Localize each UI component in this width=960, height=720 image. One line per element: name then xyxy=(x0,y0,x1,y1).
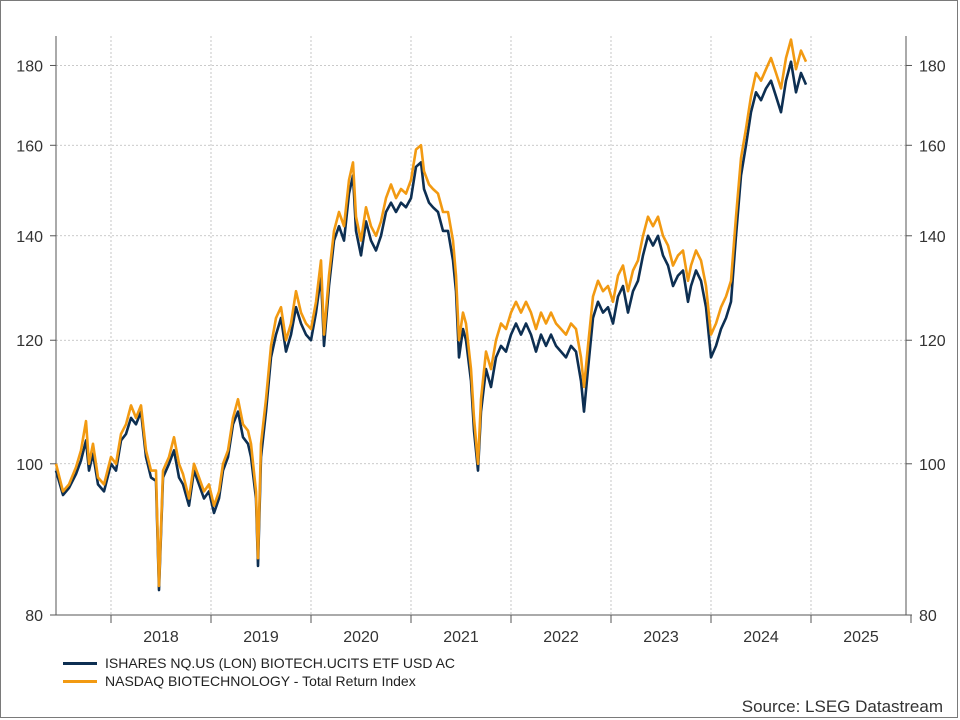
x-tick-labels: 2018 2019 2020 2021 2022 2023 2024 2025 xyxy=(143,629,879,646)
axes xyxy=(50,36,912,623)
y-tick-labels-left: 80 100 120 140 160 180 xyxy=(16,58,43,625)
x-tick-label: 2022 xyxy=(543,629,579,646)
x-tick-label: 2018 xyxy=(143,629,179,646)
x-tick-label: 2020 xyxy=(343,629,379,646)
legend-label-etf: ISHARES NQ.US (LON) BIOTECH.UCITS ETF US… xyxy=(105,655,456,671)
y-tick-labels-right: 80 100 120 140 160 180 xyxy=(919,58,946,625)
y-tick-label-right: 180 xyxy=(919,58,946,75)
legend: ISHARES NQ.US (LON) BIOTECH.UCITS ETF US… xyxy=(63,654,455,690)
series-lines xyxy=(54,38,808,592)
y-tick-label-right: 160 xyxy=(919,138,946,155)
x-tick-label: 2021 xyxy=(443,629,479,646)
y-tick-label-right: 120 xyxy=(919,333,946,350)
y-tick-label-right: 140 xyxy=(919,229,946,246)
x-tick-label: 2024 xyxy=(743,629,779,646)
grid-lines xyxy=(56,36,906,616)
x-tick-label: 2019 xyxy=(243,629,279,646)
legend-swatch-index xyxy=(63,679,97,683)
legend-label-index: NASDAQ BIOTECHNOLOGY - Total Return Inde… xyxy=(105,673,416,689)
y-tick-label-left: 160 xyxy=(16,138,43,155)
legend-swatch-etf xyxy=(63,661,97,665)
series-line-index xyxy=(54,38,808,588)
y-tick-label-left: 80 xyxy=(25,608,43,625)
y-tick-label-right: 100 xyxy=(919,457,946,474)
legend-item-index: NASDAQ BIOTECHNOLOGY - Total Return Inde… xyxy=(63,672,455,690)
y-tick-label-left: 120 xyxy=(16,333,43,350)
y-tick-label-left: 180 xyxy=(16,58,43,75)
source-note: Source: LSEG Datastream xyxy=(741,697,943,716)
y-tick-label-right: 80 xyxy=(919,608,937,625)
series-line-etf xyxy=(54,60,808,592)
y-tick-label-left: 140 xyxy=(16,229,43,246)
legend-item-etf: ISHARES NQ.US (LON) BIOTECH.UCITS ETF US… xyxy=(63,654,455,672)
x-tick-label: 2023 xyxy=(643,629,679,646)
x-tick-label: 2025 xyxy=(843,629,879,646)
y-tick-label-left: 100 xyxy=(16,457,43,474)
